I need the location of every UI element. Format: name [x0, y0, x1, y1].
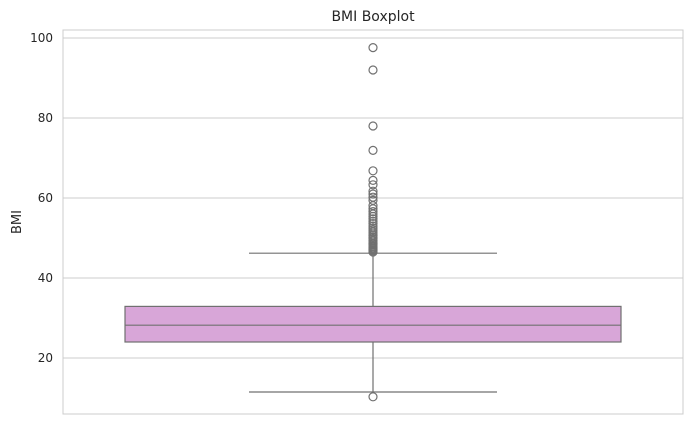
outlier-point — [368, 180, 378, 190]
outlier-point — [368, 189, 378, 199]
outlier-point — [368, 175, 378, 185]
outlier-point — [368, 166, 378, 176]
y-tick-label: 60 — [38, 191, 53, 205]
outlier-point — [368, 216, 378, 226]
y-tick-label: 80 — [38, 111, 53, 125]
outlier-point — [368, 186, 378, 196]
outlier-point — [368, 221, 378, 231]
chart-title: BMI Boxplot — [331, 9, 415, 25]
outlier-point — [368, 195, 378, 205]
y-tick-label: 100 — [30, 31, 53, 45]
outlier-point — [368, 192, 378, 202]
outlier-point — [368, 121, 378, 131]
y-tick-label: 40 — [38, 271, 53, 285]
outlier-point — [368, 392, 378, 402]
y-axis-ticks: 20 40 60 80 100 — [30, 31, 53, 365]
boxplot-series — [124, 42, 622, 402]
y-axis-label: BMI — [10, 210, 25, 234]
iqr-box — [124, 305, 622, 343]
outlier-point — [368, 207, 378, 217]
outlier-point — [368, 65, 378, 75]
outlier-point — [368, 219, 378, 229]
outlier-point — [368, 42, 378, 53]
y-tick-label: 20 — [38, 351, 53, 365]
outlier-point — [368, 214, 378, 224]
plot-frame — [62, 29, 684, 415]
outlier-point — [368, 145, 378, 155]
